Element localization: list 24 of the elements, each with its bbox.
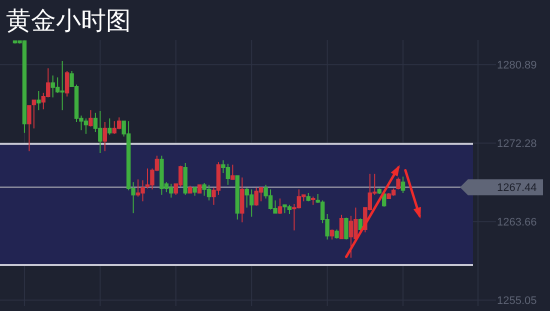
candlestick (230, 164, 235, 180)
candlestick (188, 185, 192, 194)
candlestick (36, 90, 41, 111)
candlestick (330, 228, 334, 240)
candlestick (27, 105, 32, 152)
candlestick (396, 177, 400, 190)
y-tick-label: 1255.05 (497, 295, 537, 308)
candlestick (102, 121, 108, 152)
chart-title: 黄金小时图 (6, 7, 131, 35)
candlestick (278, 198, 282, 214)
candlestick (334, 228, 339, 240)
y-tick-label: 1263.66 (497, 216, 537, 229)
ref-line-label: 1267.44 (497, 182, 537, 194)
y-tick-label: 1280.89 (497, 60, 537, 72)
candlestick (306, 192, 310, 202)
candlestick (192, 186, 197, 196)
candlestick (311, 196, 316, 206)
candlestick (108, 118, 112, 136)
candlestick (344, 217, 348, 240)
candlestick (88, 110, 93, 128)
candlestick (240, 177, 244, 223)
y-tick-label: 1272.28 (497, 138, 537, 150)
candlestick (32, 100, 36, 129)
candlestick (400, 176, 406, 194)
